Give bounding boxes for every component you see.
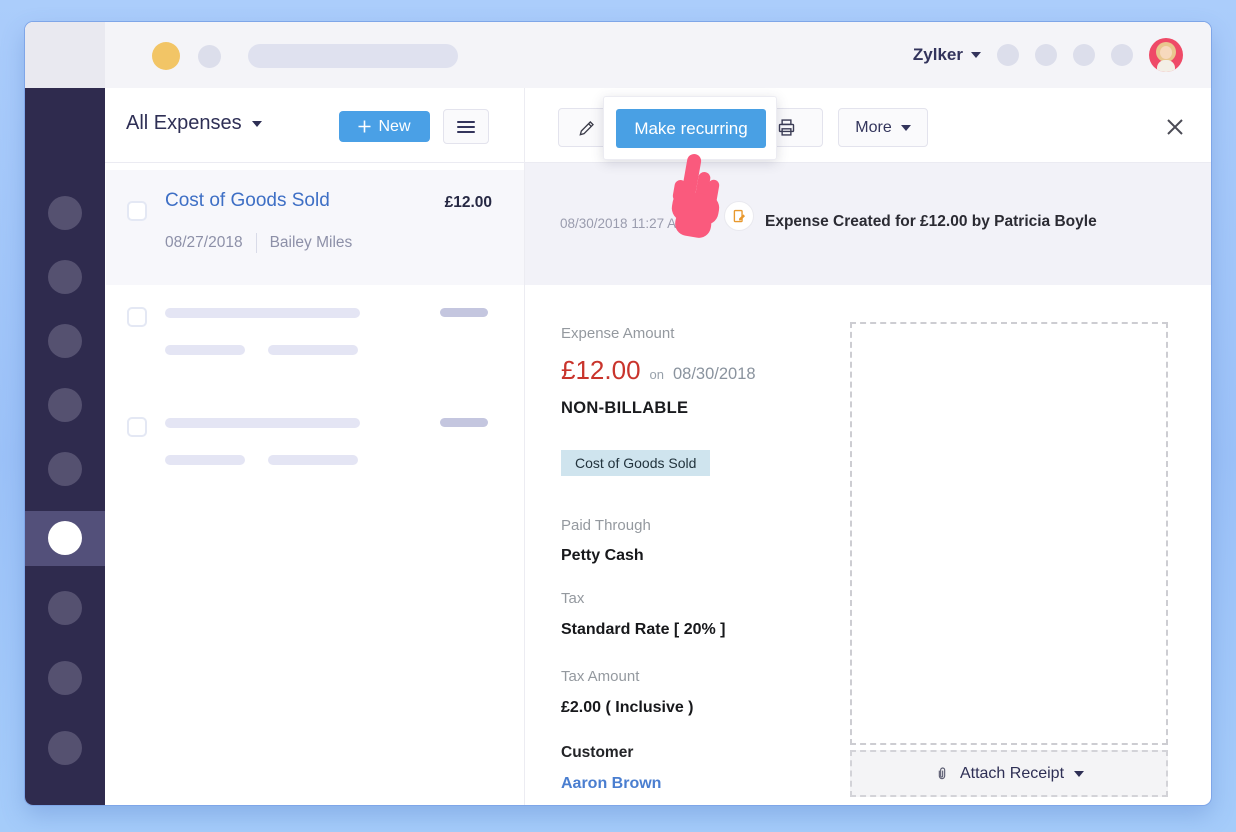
- plus-icon: [358, 120, 371, 133]
- expense-subline: 08/27/2018 Bailey Miles: [165, 233, 352, 253]
- history-icon-circle: [724, 201, 754, 231]
- panel-divider: [524, 88, 525, 805]
- printer-icon: [778, 119, 794, 136]
- expense-date-value: 08/30/2018: [673, 365, 756, 383]
- avatar-face: [1160, 46, 1172, 59]
- skeleton-sub-bar: [268, 345, 358, 355]
- make-recurring-popup: Make recurring: [603, 96, 777, 160]
- skeleton-sub-bar: [165, 345, 245, 355]
- expense-checkbox[interactable]: [127, 417, 147, 437]
- paid-through-value: Petty Cash: [561, 547, 644, 564]
- list-view-menu-button[interactable]: [443, 109, 489, 144]
- history-timestamp: 08/30/2018 11:27 AM: [560, 216, 688, 231]
- expense-amount-row: £12.00 on 08/30/2018: [561, 355, 756, 386]
- skeleton-sub-bar: [268, 455, 358, 465]
- sidebar-item-9[interactable]: [48, 731, 82, 765]
- sidebar-item-5[interactable]: [48, 452, 82, 486]
- expenses-filter-dropdown[interactable]: All Expenses: [126, 112, 262, 135]
- close-icon: [1167, 119, 1183, 135]
- topbar-icon-2[interactable]: [1035, 44, 1057, 66]
- make-recurring-label: Make recurring: [634, 118, 748, 138]
- user-avatar[interactable]: [1149, 38, 1183, 72]
- sidebar-item-4[interactable]: [48, 388, 82, 422]
- expense-created-icon: [733, 209, 745, 222]
- subline-divider: [255, 233, 257, 253]
- chevron-down-icon: [971, 52, 981, 58]
- new-button-label: New: [378, 117, 411, 135]
- hand-pointer-cursor: [651, 152, 731, 245]
- chevron-down-icon: [1074, 770, 1085, 777]
- skeleton-sub-bar: [165, 455, 245, 465]
- expense-date: 08/27/2018: [165, 234, 243, 251]
- pencil-icon: [578, 120, 594, 136]
- topbar-logo-area: [25, 22, 105, 88]
- tax-value: Standard Rate [ 20% ]: [561, 621, 726, 638]
- topbar-icon-3[interactable]: [1073, 44, 1095, 66]
- search-input[interactable]: [248, 44, 458, 68]
- attach-receipt-label: Attach Receipt: [959, 764, 1065, 782]
- new-expense-button[interactable]: New: [339, 111, 430, 142]
- sidebar-item-2[interactable]: [48, 260, 82, 294]
- on-word: on: [649, 367, 664, 382]
- org-avatar-icon[interactable]: [152, 42, 180, 70]
- history-event-text: Expense Created for £12.00 by Patricia B…: [765, 213, 1097, 230]
- apps-icon[interactable]: [198, 45, 221, 68]
- sidebar: [25, 88, 105, 805]
- paid-through-label: Paid Through: [561, 517, 651, 534]
- expense-amount: £12.00: [444, 194, 492, 211]
- make-recurring-button[interactable]: Make recurring: [616, 109, 766, 148]
- expense-list-item-selected[interactable]: Cost of Goods Sold £12.00 08/27/2018 Bai…: [106, 170, 524, 285]
- tax-label: Tax: [561, 590, 585, 607]
- sidebar-item-1[interactable]: [48, 196, 82, 230]
- tax-amount-value: £2.00 ( Inclusive ): [561, 699, 694, 716]
- expense-amount-label: Expense Amount: [561, 325, 675, 342]
- close-detail-button[interactable]: [1163, 115, 1187, 139]
- customer-label: Customer: [561, 744, 634, 761]
- sidebar-item-7[interactable]: [48, 591, 82, 625]
- topbar: Zylker: [25, 22, 1211, 88]
- expense-checkbox[interactable]: [127, 201, 147, 221]
- topbar-right: Zylker: [913, 22, 1183, 88]
- expense-checkbox[interactable]: [127, 307, 147, 327]
- category-tag: Cost of Goods Sold: [561, 450, 711, 476]
- more-actions-button[interactable]: More: [838, 108, 928, 147]
- chevron-down-icon: [900, 124, 911, 131]
- receipt-placeholder-box: [850, 322, 1168, 745]
- page-title: All Expenses: [126, 112, 242, 134]
- skeleton-amount-bar: [440, 418, 488, 427]
- sidebar-item-expenses-active[interactable]: [48, 521, 82, 555]
- sidebar-item-3[interactable]: [48, 324, 82, 358]
- tax-amount-label: Tax Amount: [561, 668, 640, 685]
- hamburger-icon: [457, 120, 475, 133]
- attach-receipt-button[interactable]: Attach Receipt: [850, 750, 1168, 797]
- expense-title-link[interactable]: Cost of Goods Sold: [165, 190, 330, 211]
- company-menu[interactable]: Zylker: [913, 45, 981, 65]
- billable-status: NON-BILLABLE: [561, 399, 689, 417]
- more-button-label: More: [855, 118, 892, 136]
- customer-link[interactable]: Aaron Brown: [561, 775, 662, 792]
- skeleton-title-bar: [165, 418, 360, 428]
- skeleton-amount-bar: [440, 308, 488, 317]
- sidebar-item-8[interactable]: [48, 661, 82, 695]
- expense-amount-value: £12.00: [561, 355, 641, 385]
- paperclip-icon: [938, 766, 946, 779]
- topbar-icon-4[interactable]: [1111, 44, 1133, 66]
- expense-submitter: Bailey Miles: [269, 234, 353, 251]
- chevron-down-icon: [251, 120, 262, 127]
- avatar-body: [1157, 60, 1175, 72]
- skeleton-title-bar: [165, 308, 360, 318]
- app-window: Zylker All Expenses: [25, 22, 1211, 805]
- expense-history-band: 08/30/2018 11:27 AM Expense Created for …: [525, 163, 1211, 285]
- company-name: Zylker: [912, 45, 963, 64]
- topbar-icon-1[interactable]: [997, 44, 1019, 66]
